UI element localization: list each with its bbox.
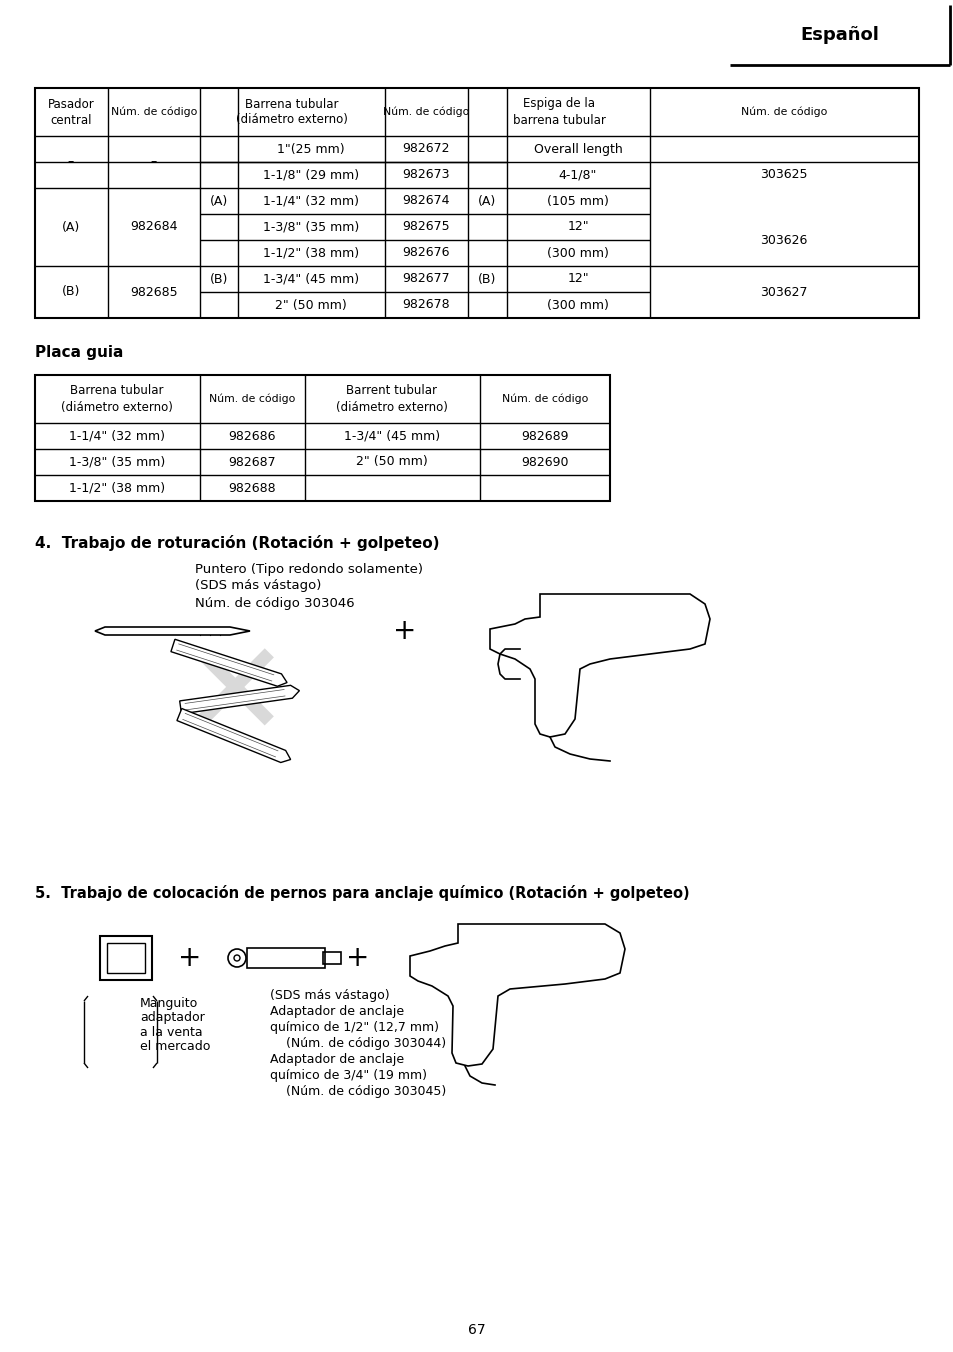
Text: (SDS más vástago): (SDS más vástago) [270, 990, 389, 1002]
Text: (B): (B) [210, 273, 228, 285]
Text: 1-1/4" (32 mm): 1-1/4" (32 mm) [69, 430, 165, 442]
Text: (SDS más vástago): (SDS más vástago) [194, 580, 321, 592]
Text: (A): (A) [62, 220, 80, 234]
Text: (B): (B) [62, 285, 80, 299]
Polygon shape [176, 708, 291, 763]
Text: 982676: 982676 [402, 246, 449, 260]
Text: químico de 3/4" (19 mm): químico de 3/4" (19 mm) [270, 1069, 427, 1083]
Text: central: central [51, 114, 91, 127]
Text: Manguito: Manguito [140, 998, 198, 1010]
Text: 982674: 982674 [402, 195, 449, 207]
Text: Núm. de código: Núm. de código [382, 107, 469, 118]
Text: 982688: 982688 [228, 481, 275, 495]
Text: a la venta: a la venta [140, 1026, 202, 1038]
Text: 1-3/8" (35 mm): 1-3/8" (35 mm) [263, 220, 358, 234]
Bar [100, 936, 152, 980]
Polygon shape [171, 639, 287, 687]
Text: Español: Español [800, 26, 879, 45]
Text: (300 mm): (300 mm) [546, 246, 608, 260]
Text: (Núm. de código 303044): (Núm. de código 303044) [270, 1037, 446, 1051]
Text: Adaptador de anclaje: Adaptador de anclaje [270, 1053, 404, 1067]
Text: 2" (50 mm): 2" (50 mm) [355, 456, 428, 469]
Text: +: + [393, 617, 416, 645]
Text: Barrent tubular: Barrent tubular [346, 384, 437, 397]
Text: (300 mm): (300 mm) [546, 299, 608, 311]
Text: químico de 1/2" (12,7 mm): químico de 1/2" (12,7 mm) [270, 1022, 438, 1034]
Text: (105 mm): (105 mm) [546, 195, 608, 207]
Polygon shape [490, 594, 709, 737]
Text: (diámetro externo): (diámetro externo) [235, 114, 348, 127]
Text: (diámetro externo): (diámetro externo) [335, 400, 448, 414]
Text: 982673: 982673 [402, 169, 449, 181]
Text: 982690: 982690 [520, 456, 568, 469]
Polygon shape [95, 627, 250, 635]
Text: (Núm. de código 303045): (Núm. de código 303045) [270, 1086, 446, 1098]
Text: 982675: 982675 [402, 220, 450, 234]
Bar [247, 948, 325, 968]
Text: Espiga de la: Espiga de la [522, 97, 595, 111]
Text: 982689: 982689 [520, 430, 568, 442]
Polygon shape [179, 685, 299, 714]
Bar [107, 942, 145, 973]
Text: adaptador: adaptador [140, 1011, 205, 1025]
Text: 4.  Trabajo de roturación (Rotación + golpeteo): 4. Trabajo de roturación (Rotación + gol… [35, 535, 439, 552]
Text: 12": 12" [567, 220, 588, 234]
Text: 1-1/4" (32 mm): 1-1/4" (32 mm) [263, 195, 358, 207]
Text: 1-3/4" (45 mm): 1-3/4" (45 mm) [344, 430, 439, 442]
Text: Placa guia: Placa guia [35, 346, 123, 361]
Text: ✕: ✕ [179, 635, 290, 763]
Text: +: + [178, 944, 201, 972]
Text: 1-1/8" (29 mm): 1-1/8" (29 mm) [263, 169, 358, 181]
Text: Núm. de código: Núm. de código [740, 107, 826, 118]
Text: 1-3/8" (35 mm): 1-3/8" (35 mm) [69, 456, 165, 469]
Text: 982687: 982687 [228, 456, 275, 469]
Text: 982684: 982684 [131, 220, 177, 234]
Text: (diámetro externo): (diámetro externo) [61, 400, 172, 414]
Text: Núm. de código 303046: Núm. de código 303046 [194, 596, 355, 610]
Text: 303627: 303627 [760, 285, 807, 299]
Bar [35, 88, 918, 318]
Text: 1"(25 mm): 1"(25 mm) [277, 142, 344, 155]
Text: el mercado: el mercado [140, 1040, 211, 1052]
Text: Puntero (Tipo redondo solamente): Puntero (Tipo redondo solamente) [194, 562, 422, 576]
Text: 982672: 982672 [402, 142, 449, 155]
Text: Adaptador de anclaje: Adaptador de anclaje [270, 1006, 404, 1018]
Text: 67: 67 [468, 1324, 485, 1337]
Text: 982677: 982677 [402, 273, 450, 285]
Text: (A): (A) [477, 195, 496, 207]
Text: Overall length: Overall length [533, 142, 621, 155]
Text: (A): (A) [210, 195, 228, 207]
Text: –: – [151, 155, 157, 169]
Text: Pasador: Pasador [48, 97, 94, 111]
Text: 12": 12" [567, 273, 588, 285]
Text: Barrena tubular: Barrena tubular [71, 384, 164, 397]
Text: 4-1/8": 4-1/8" [558, 169, 597, 181]
Text: Núm. de código: Núm. de código [111, 107, 197, 118]
Text: 1-1/2" (38 mm): 1-1/2" (38 mm) [263, 246, 358, 260]
Text: 1-3/4" (45 mm): 1-3/4" (45 mm) [263, 273, 358, 285]
Text: 1-1/2" (38 mm): 1-1/2" (38 mm) [69, 481, 165, 495]
Text: Núm. de código: Núm. de código [501, 393, 588, 404]
Polygon shape [410, 923, 624, 1065]
Text: 303626: 303626 [760, 234, 807, 246]
Text: 982686: 982686 [228, 430, 275, 442]
Text: Barrena tubular: Barrena tubular [245, 97, 338, 111]
Text: 2" (50 mm): 2" (50 mm) [274, 299, 347, 311]
Text: 982685: 982685 [130, 285, 177, 299]
Text: 5.  Trabajo de colocación de pernos para anclaje químico (Rotación + golpeteo): 5. Trabajo de colocación de pernos para … [35, 886, 689, 900]
Text: barrena tubular: barrena tubular [512, 114, 605, 127]
Text: (B): (B) [477, 273, 496, 285]
Text: +: + [346, 944, 370, 972]
Text: –: – [68, 155, 74, 169]
Bar [323, 952, 340, 964]
Bar [35, 375, 609, 502]
Text: 982678: 982678 [402, 299, 450, 311]
Text: 303625: 303625 [760, 169, 807, 181]
Text: Núm. de código: Núm. de código [209, 393, 294, 404]
